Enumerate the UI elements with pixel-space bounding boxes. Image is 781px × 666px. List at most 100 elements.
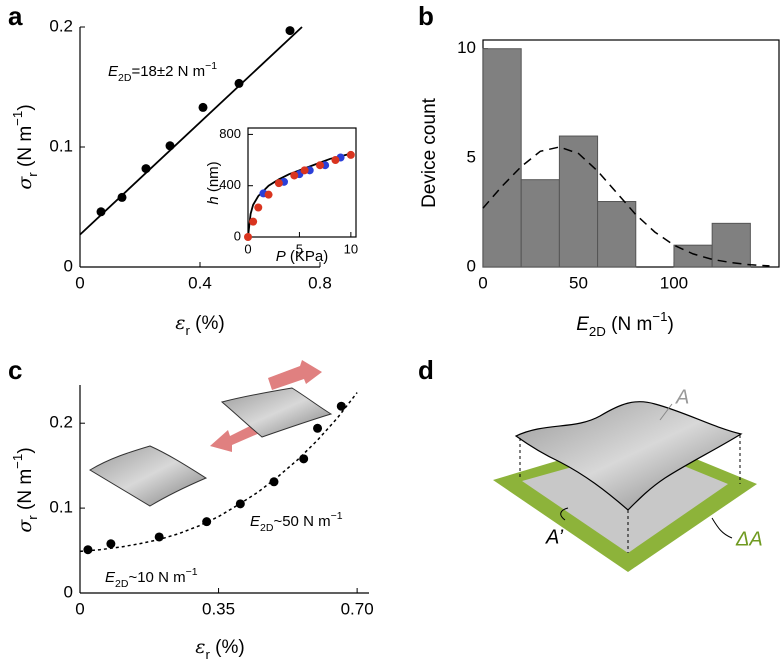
data-point	[269, 477, 279, 487]
fit-line	[79, 392, 358, 553]
y-tick-label: 10	[457, 38, 476, 57]
data-point	[198, 102, 208, 112]
x-axis-label-part: (N m	[606, 314, 652, 335]
data-point	[254, 203, 263, 212]
annotation: E2D~10 N m−1	[105, 566, 198, 590]
plot-frame	[247, 127, 357, 238]
data-point	[117, 192, 127, 202]
x-tick-label: 0	[244, 241, 251, 256]
y-axis-label-part: r	[25, 172, 40, 177]
y-tick-label: 400	[219, 177, 241, 192]
annotation-part: =18±2 N m	[131, 63, 205, 80]
data-point	[234, 78, 244, 88]
x-axis-label: P (KPa)	[276, 248, 329, 265]
data-point	[165, 141, 175, 151]
data-point	[235, 499, 245, 509]
y-axis-label-part: σ	[14, 176, 36, 190]
x-tick-label: 0	[75, 599, 84, 618]
x-tick-label: 0.4	[188, 273, 212, 292]
x-axis-label: E2D (N m−1)	[576, 309, 674, 339]
panel-label: a	[8, 1, 23, 31]
annotation-part: 2D	[260, 522, 274, 534]
y-axis-label-part: )	[15, 447, 36, 453]
x-tick-label: 100	[660, 273, 688, 292]
x-axis-label-part: ε	[175, 312, 185, 334]
x-axis-label-part: )	[667, 314, 673, 335]
fit-line	[79, 26, 303, 236]
x-axis-label-part: r	[185, 323, 190, 338]
data-point	[264, 190, 273, 199]
histogram-bar	[520, 179, 560, 268]
x-axis-label-part: E	[576, 314, 589, 335]
data-point	[285, 26, 295, 36]
x-axis-label-part: (KPa)	[286, 248, 329, 265]
data-point	[313, 423, 323, 433]
fit-line	[482, 146, 770, 267]
data-point	[346, 150, 355, 159]
data-point	[290, 171, 299, 180]
x-tick-label: 50	[569, 273, 588, 292]
x-tick-label: 5	[296, 241, 303, 256]
y-tick-label: 0.2	[49, 413, 73, 432]
x-axis-label-part: ε	[195, 636, 205, 658]
x-tick-label: 0	[478, 273, 487, 292]
diagram-label: A	[675, 386, 689, 408]
y-axis-label-part: −1	[10, 454, 25, 469]
x-axis-label-part: (%)	[210, 637, 245, 658]
histogram-bar	[482, 48, 522, 268]
panel-label: b	[418, 1, 434, 31]
y-axis-label-part: )	[15, 104, 36, 110]
x-axis-label-part: r	[205, 647, 210, 662]
annotation-part: ~10 N m	[128, 569, 185, 586]
annotation-part: −1	[205, 60, 217, 72]
data-point	[316, 161, 324, 170]
panel-label: d	[418, 355, 434, 385]
data-point	[154, 532, 164, 542]
y-axis-label: h (nm)	[205, 161, 222, 204]
annotation-part: E	[105, 569, 116, 586]
annotation-part: 2D	[118, 72, 132, 84]
data-point	[331, 156, 340, 165]
y-axis-label-part: r	[25, 515, 40, 520]
y-axis-label: Device count	[419, 97, 440, 208]
y-axis-label: σr (N m−1)	[10, 447, 40, 532]
y-axis-label-part: (N m	[15, 126, 36, 172]
data-point	[300, 166, 309, 175]
diagram-label: ΔA	[735, 528, 763, 550]
data-point	[106, 539, 116, 549]
fit-line	[247, 152, 352, 238]
y-axis-label-part: h	[205, 196, 222, 204]
data-point	[83, 545, 93, 555]
x-tick-label: 0	[75, 273, 84, 292]
x-tick-label: 0.70	[341, 599, 374, 618]
y-axis-label-part: (N m	[15, 469, 36, 515]
x-axis-label-part: −1	[652, 309, 667, 324]
y-tick-label: 0.1	[49, 498, 73, 517]
y-tick-label: 0	[64, 256, 73, 275]
x-tick-label: 0.35	[202, 599, 235, 618]
data-point	[244, 233, 252, 241]
data-point	[249, 217, 258, 226]
annotation-part: −1	[186, 566, 198, 578]
annotation-part: E	[250, 513, 261, 530]
y-tick-label: 800	[219, 126, 241, 141]
histogram-bar	[597, 201, 637, 268]
y-axis-label: σr (N m−1)	[10, 104, 40, 189]
y-tick-label: 5	[467, 147, 476, 166]
area-diagram: A A’ ΔA	[493, 386, 763, 572]
y-axis-label-part: σ	[14, 519, 36, 533]
diagram-label: A’	[545, 526, 564, 548]
data-point	[299, 454, 309, 464]
annotation-part: −1	[331, 510, 343, 522]
x-tick-label: 0.8	[308, 273, 332, 292]
annotation: E2D=18±2 N m−1	[108, 60, 217, 84]
y-tick-label: 0.1	[49, 136, 73, 155]
x-axis-label: εr (%)	[175, 312, 224, 338]
y-axis-label-part: (nm)	[205, 161, 222, 196]
y-axis-label-part: −1	[10, 111, 25, 126]
x-axis-label-part: 2D	[589, 324, 606, 339]
x-axis-label-part: P	[276, 248, 286, 265]
histogram-bar	[558, 135, 599, 268]
